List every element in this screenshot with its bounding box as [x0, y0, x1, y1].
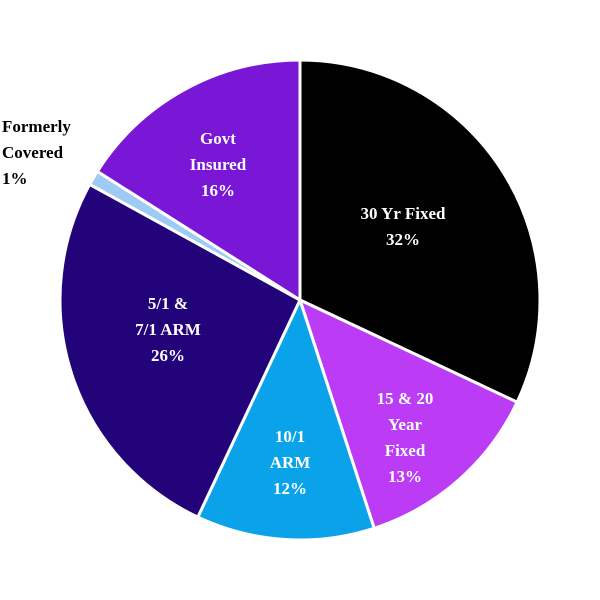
pie-label-line: 30 Yr Fixed	[361, 204, 447, 223]
pie-label-15_20: 15 & 20 Year Fixed 13%	[377, 389, 434, 486]
pie-label-line: Covered	[2, 143, 64, 162]
pie-label-10_1: 10/1 ARM 12%	[270, 427, 311, 498]
pie-label-line: 1%	[2, 169, 28, 188]
pie-label-line: 32%	[386, 230, 420, 249]
pie-label-line: Govt	[200, 129, 236, 148]
pie-label-line: Fixed	[385, 441, 426, 460]
pie-slice-15_20	[298, 298, 519, 530]
pie-label-line: 16%	[201, 181, 235, 200]
pie-label-line: 15 & 20	[377, 389, 434, 408]
pie-label-line: 10/1	[275, 427, 305, 446]
pie-slice-10_1	[196, 298, 376, 542]
pie-label-line: 13%	[388, 467, 422, 486]
pie-label-line: ARM	[270, 453, 311, 472]
pie-label-line: 26%	[151, 346, 185, 365]
pie-label-line: 5/1 &	[148, 294, 188, 313]
pie-slice-30yr	[298, 58, 542, 404]
pie-label-govt: Govt Insured 16%	[190, 129, 247, 200]
pie-label-line: Insured	[190, 155, 247, 174]
pie-label-line: 7/1 ARM	[135, 320, 201, 339]
pie-label-line: 12%	[273, 479, 307, 498]
pie-label-30yr: 30 Yr Fixed 32%	[361, 204, 447, 249]
pie-label-5_7: 5/1 & 7/1 ARM 26%	[135, 294, 201, 365]
pie-labels: 30 Yr Fixed 32% 15 & 20 Year Fixed 13% 10/1 ARM…	[2, 117, 446, 498]
pie-label-former: Formerly Covered 1%	[2, 117, 71, 188]
pie-label-line: Formerly	[2, 117, 71, 136]
pie-slice-govt	[95, 58, 302, 302]
pie-slices	[58, 58, 542, 542]
pie-label-line: Year	[388, 415, 422, 434]
